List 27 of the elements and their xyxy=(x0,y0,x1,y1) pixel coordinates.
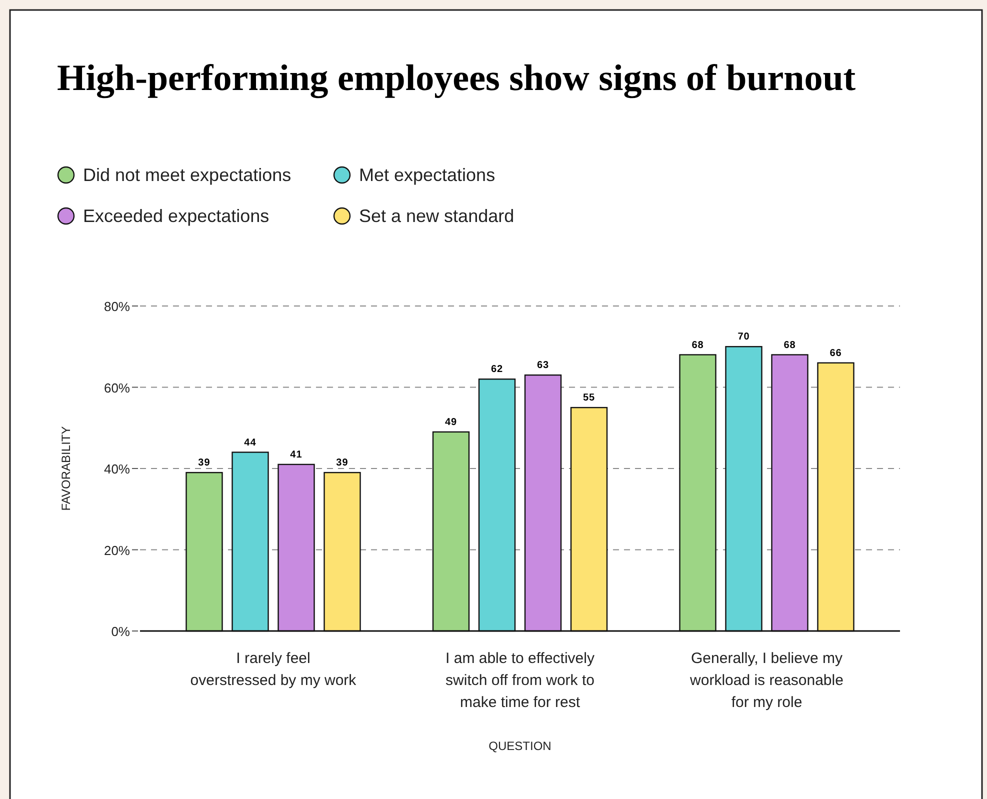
data-label: 55 xyxy=(582,392,596,404)
y-tick-label: 80% xyxy=(104,299,130,314)
data-label: 41 xyxy=(290,449,302,460)
data-label: 44 xyxy=(244,437,256,448)
data-label: 68 xyxy=(784,340,796,351)
legend-label: Set a new standard xyxy=(359,206,514,226)
y-tick-label: 0% xyxy=(111,624,130,639)
legend-label: Met expectations xyxy=(359,165,496,185)
data-label: 62 xyxy=(490,364,504,376)
data-label: 68 xyxy=(692,340,704,351)
x-tick-label: I rarely feel overstressed by my work xyxy=(190,650,357,689)
x-axis-title: QUESTION xyxy=(488,739,552,753)
x-tick-label: Generally, I believe my workload is reasonable for my role xyxy=(689,650,844,711)
y-axis-title: FAVORABILITY xyxy=(59,426,73,511)
y-tick-label: 40% xyxy=(104,462,130,476)
data-label: 39 xyxy=(336,458,348,469)
data-label: 49 xyxy=(444,416,458,428)
data-label: 66 xyxy=(830,348,842,359)
data-label: 70 xyxy=(738,332,750,343)
x-tick-label: I am able to effectively switch off from work to make time for rest xyxy=(446,650,595,711)
chart-title: High-performing employees show signs of burnout xyxy=(57,58,856,99)
y-tick-label: 60% xyxy=(104,380,130,396)
legend-label: Did not meet expectations xyxy=(83,165,292,185)
data-label: 39 xyxy=(198,458,210,469)
legend-label: Exceeded expectations xyxy=(83,206,270,226)
data-label: 63 xyxy=(536,360,550,372)
y-tick-label: 20% xyxy=(104,542,130,558)
